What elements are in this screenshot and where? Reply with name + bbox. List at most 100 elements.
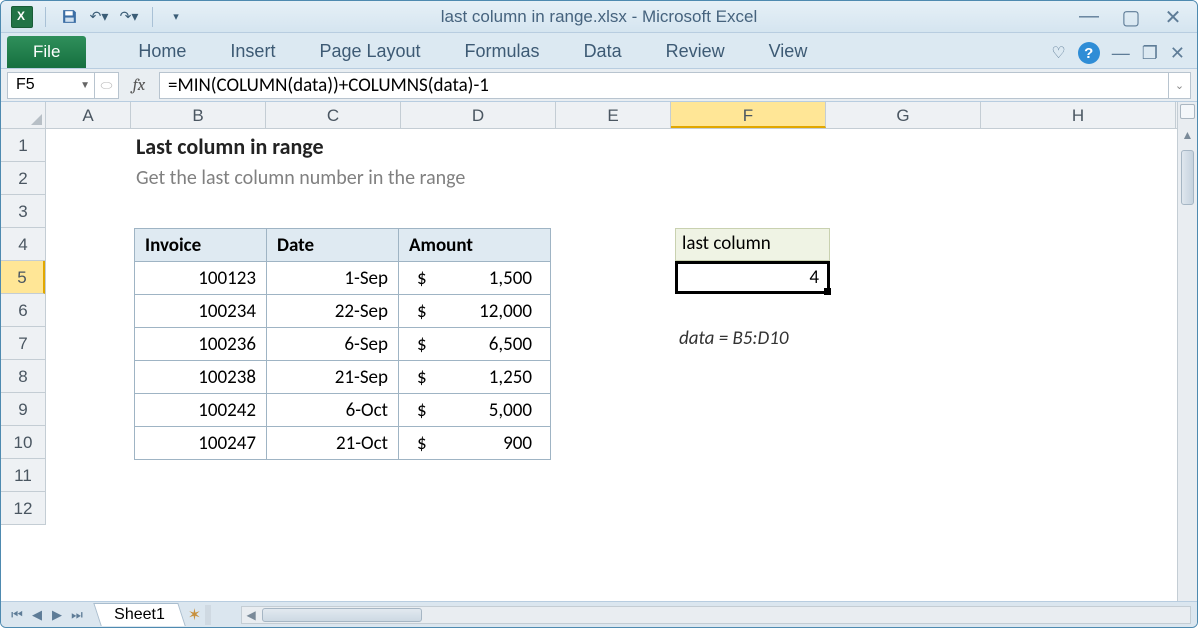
sheet-nav-last-icon[interactable]: ⏭ xyxy=(67,605,87,625)
name-box[interactable]: F5 ▼ xyxy=(7,72,95,99)
tab-insert[interactable]: Insert xyxy=(208,35,297,68)
row-header[interactable]: 5 xyxy=(1,261,45,294)
cell-date[interactable]: 6-Sep xyxy=(267,328,399,361)
workbook-minimize-icon[interactable]: ― xyxy=(1112,43,1130,64)
sheet-nav-first-icon[interactable]: ⏮ xyxy=(7,605,27,625)
row-header[interactable]: 2 xyxy=(1,162,45,195)
sheet-nav: ⏮ ◀ ▶ ⏭ xyxy=(7,605,87,625)
fill-handle[interactable] xyxy=(824,288,831,295)
excel-app-icon[interactable] xyxy=(11,6,33,28)
formula-input[interactable]: =MIN(COLUMN(data))+COLUMNS(data)-1 xyxy=(159,72,1169,99)
cell-date[interactable]: 21-Oct xyxy=(267,427,399,460)
active-cell[interactable]: 4 xyxy=(675,261,830,294)
cell-amount[interactable]: $5,000 xyxy=(399,394,551,427)
tab-page-layout[interactable]: Page Layout xyxy=(297,35,442,68)
table-header[interactable]: Amount xyxy=(399,229,551,262)
table-row[interactable]: 10023821-Sep$1,250 xyxy=(135,361,551,394)
scroll-left-icon[interactable]: ◀ xyxy=(242,608,260,622)
formula-cancel-icon[interactable]: ⬭ xyxy=(95,72,119,99)
table-row[interactable]: 1001231-Sep$1,500 xyxy=(135,262,551,295)
named-range-note: data = B5:D10 xyxy=(679,327,788,350)
table-row[interactable]: 1002426-Oct$5,000 xyxy=(135,394,551,427)
row-header[interactable]: 8 xyxy=(1,360,45,393)
new-sheet-icon[interactable]: ✶ xyxy=(188,605,201,625)
vertical-scrollbar[interactable]: ▲ xyxy=(1177,102,1197,601)
table-row[interactable]: 10023422-Sep$12,000 xyxy=(135,295,551,328)
cell-invoice[interactable]: 100247 xyxy=(135,427,267,460)
table-header[interactable]: Invoice xyxy=(135,229,267,262)
name-box-dropdown-icon[interactable]: ▼ xyxy=(80,80,90,91)
cell-amount[interactable]: $1,250 xyxy=(399,361,551,394)
cells-area[interactable]: Last column in range Get the last column… xyxy=(46,129,1177,601)
cell-invoice[interactable]: 100242 xyxy=(135,394,267,427)
workbook-restore-icon[interactable]: ❐ xyxy=(1142,43,1158,64)
table-row[interactable]: 1002366-Sep$6,500 xyxy=(135,328,551,361)
minimize-icon[interactable]: ― xyxy=(1077,5,1101,30)
cell-date[interactable]: 21-Sep xyxy=(267,361,399,394)
column-header[interactable]: F xyxy=(671,102,826,128)
table-row[interactable]: 10024721-Oct$900 xyxy=(135,427,551,460)
cell-invoice[interactable]: 100234 xyxy=(135,295,267,328)
split-box-icon[interactable] xyxy=(1180,104,1195,119)
row-header[interactable]: 4 xyxy=(1,228,45,261)
formula-text: =MIN(COLUMN(data))+COLUMNS(data)-1 xyxy=(168,74,489,97)
sheet-tab[interactable]: Sheet1 xyxy=(93,603,185,626)
row-header[interactable]: 1 xyxy=(1,129,45,162)
cell-invoice[interactable]: 100238 xyxy=(135,361,267,394)
column-header[interactable]: D xyxy=(401,102,556,128)
horizontal-scroll-thumb[interactable] xyxy=(262,608,422,622)
sheet-subheading: Get the last column number in the range xyxy=(136,166,465,190)
help-icon[interactable]: ? xyxy=(1078,42,1100,64)
row-header[interactable]: 12 xyxy=(1,492,45,525)
ribbon-tabs: File Home Insert Page Layout Formulas Da… xyxy=(1,33,1197,69)
scroll-up-icon[interactable]: ▲ xyxy=(1178,128,1197,142)
maximize-icon[interactable]: ▢ xyxy=(1119,5,1143,30)
cell-invoice[interactable]: 100123 xyxy=(135,262,267,295)
table-header[interactable]: Date xyxy=(267,229,399,262)
horizontal-scrollbar[interactable]: ◀ xyxy=(241,606,1191,624)
cell-date[interactable]: 6-Oct xyxy=(267,394,399,427)
row-header[interactable]: 7 xyxy=(1,327,45,360)
tab-formulas[interactable]: Formulas xyxy=(443,35,562,68)
row-header[interactable]: 10 xyxy=(1,426,45,459)
cell-amount[interactable]: $12,000 xyxy=(399,295,551,328)
row-header[interactable]: 9 xyxy=(1,393,45,426)
tab-split-handle[interactable] xyxy=(205,605,211,625)
column-header[interactable]: C xyxy=(266,102,401,128)
column-header[interactable]: E xyxy=(556,102,671,128)
tab-review[interactable]: Review xyxy=(644,35,747,68)
undo-icon[interactable]: ↶▾ xyxy=(88,6,110,28)
cell-invoice[interactable]: 100236 xyxy=(135,328,267,361)
result-header[interactable]: last column xyxy=(675,228,830,261)
row-header[interactable]: 3 xyxy=(1,195,45,228)
tab-data[interactable]: Data xyxy=(562,35,644,68)
save-icon[interactable] xyxy=(58,6,80,28)
tab-home[interactable]: Home xyxy=(116,35,208,68)
quick-access-toolbar: ↶▾ ↷▾ ▾ xyxy=(41,6,187,28)
row-header[interactable]: 11 xyxy=(1,459,45,492)
ribbon-minimize-icon[interactable]: ♡ xyxy=(1051,43,1065,63)
select-all-corner[interactable] xyxy=(1,102,46,129)
cell-amount[interactable]: $6,500 xyxy=(399,328,551,361)
column-header[interactable]: G xyxy=(826,102,981,128)
fx-icon[interactable]: fx xyxy=(119,76,159,95)
formula-bar-expand-icon[interactable]: ⌄ xyxy=(1169,72,1191,99)
qat-customize-icon[interactable]: ▾ xyxy=(165,6,187,28)
workbook-close-icon[interactable]: ✕ xyxy=(1170,43,1185,64)
column-header[interactable]: H xyxy=(981,102,1176,128)
tab-view[interactable]: View xyxy=(747,35,830,68)
cell-amount[interactable]: $1,500 xyxy=(399,262,551,295)
vertical-scroll-thumb[interactable] xyxy=(1181,150,1194,205)
cell-amount[interactable]: $900 xyxy=(399,427,551,460)
file-tab[interactable]: File xyxy=(7,36,86,68)
close-icon[interactable]: ✕ xyxy=(1161,5,1185,30)
redo-icon[interactable]: ↷▾ xyxy=(118,6,140,28)
row-header[interactable]: 6 xyxy=(1,294,45,327)
sheet-nav-prev-icon[interactable]: ◀ xyxy=(27,605,47,625)
sheet-tab-label: Sheet1 xyxy=(114,606,165,624)
column-header[interactable]: B xyxy=(131,102,266,128)
sheet-nav-next-icon[interactable]: ▶ xyxy=(47,605,67,625)
cell-date[interactable]: 1-Sep xyxy=(267,262,399,295)
column-header[interactable]: A xyxy=(46,102,131,128)
cell-date[interactable]: 22-Sep xyxy=(267,295,399,328)
